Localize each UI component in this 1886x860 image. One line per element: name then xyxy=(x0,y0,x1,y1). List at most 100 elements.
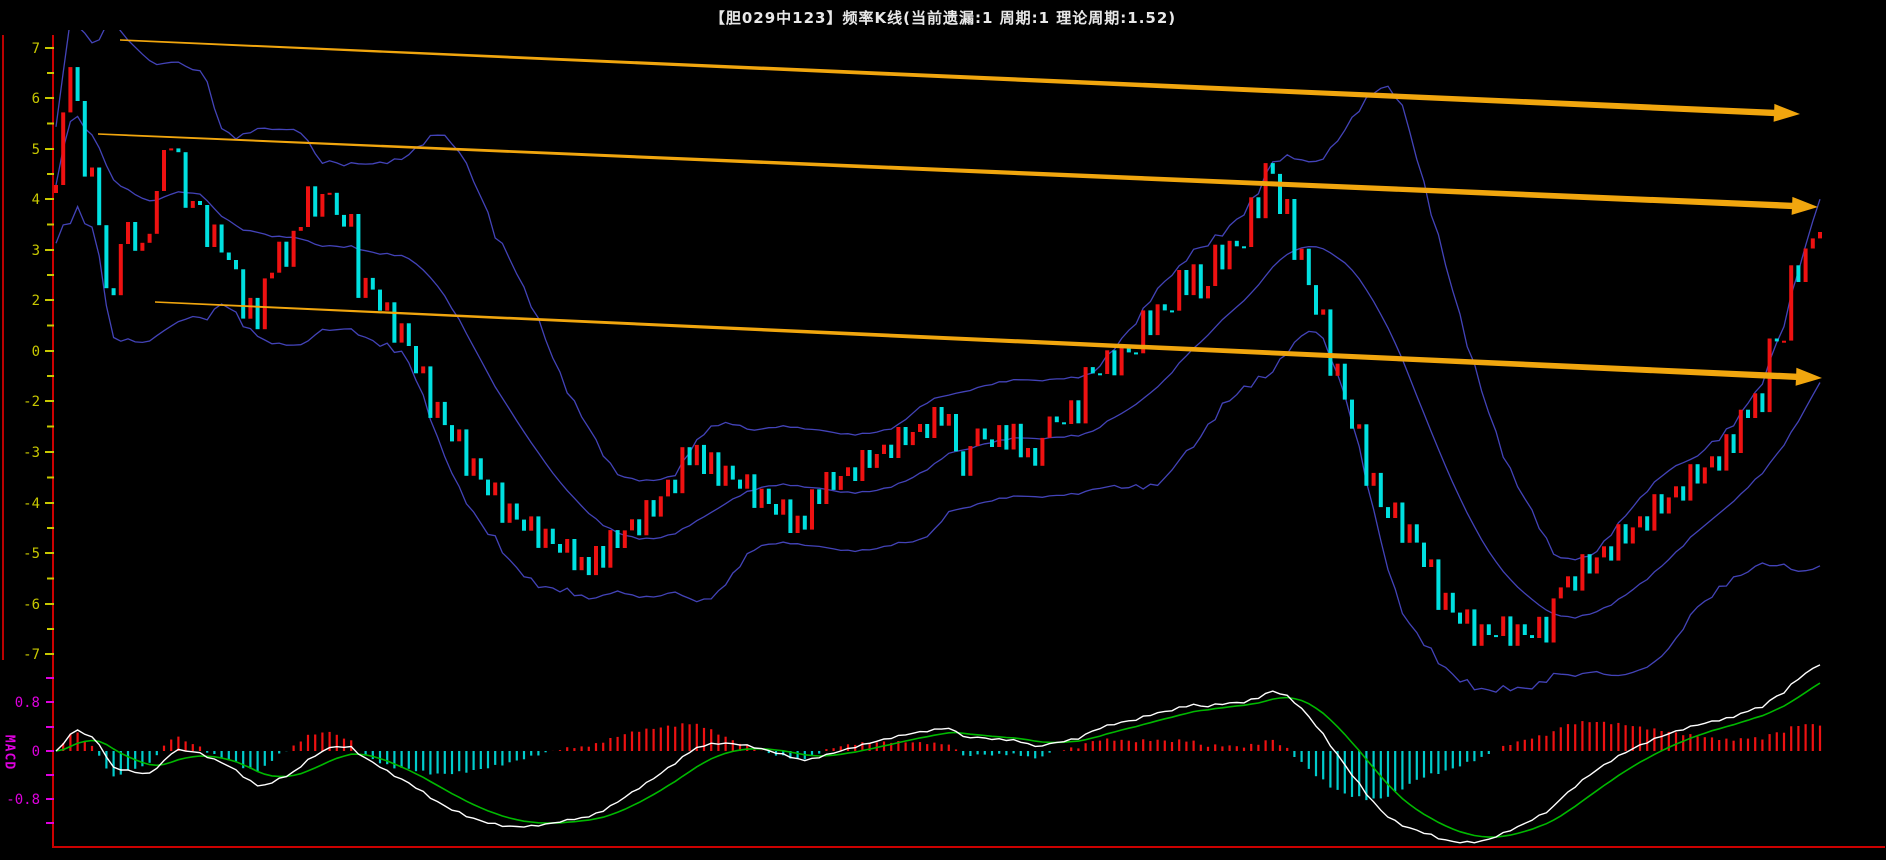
candle xyxy=(104,225,109,289)
candle xyxy=(889,444,894,458)
candle xyxy=(248,297,253,319)
candle xyxy=(543,528,548,548)
candle xyxy=(795,515,800,533)
candle xyxy=(658,496,663,517)
candle xyxy=(579,557,584,571)
candle xyxy=(97,167,102,226)
candle xyxy=(1530,635,1534,638)
candle xyxy=(1299,248,1304,260)
candle xyxy=(514,503,519,520)
candle xyxy=(342,214,346,227)
candle xyxy=(1047,416,1052,438)
candle xyxy=(1537,616,1542,638)
candle xyxy=(169,148,174,151)
y-axis-label: 7 xyxy=(32,41,40,57)
candle xyxy=(730,465,735,480)
axis-frame xyxy=(2,35,1885,848)
candle xyxy=(1364,424,1369,486)
candle xyxy=(1026,448,1030,458)
candle xyxy=(1674,486,1678,498)
candle xyxy=(219,224,224,253)
candle xyxy=(975,428,980,447)
candle xyxy=(1810,238,1815,249)
candle xyxy=(198,201,202,205)
candle xyxy=(1112,350,1117,376)
candle xyxy=(450,425,454,442)
candle xyxy=(1645,516,1650,531)
candle xyxy=(1753,393,1758,418)
candle xyxy=(1004,425,1009,450)
candle xyxy=(370,277,375,290)
candle xyxy=(824,472,829,504)
candle xyxy=(1738,409,1743,453)
y-axis-label: -5 xyxy=(23,546,40,562)
candle xyxy=(810,489,814,530)
candle xyxy=(1486,624,1491,635)
candle xyxy=(1141,310,1146,354)
candle xyxy=(1515,624,1520,646)
candle xyxy=(1350,399,1354,429)
candle xyxy=(1062,422,1066,425)
candle xyxy=(1285,199,1290,214)
trend-arrow-3 xyxy=(155,301,1822,386)
candle xyxy=(205,205,210,247)
macd-histogram xyxy=(62,721,1822,801)
candle xyxy=(802,515,807,530)
candle xyxy=(1249,197,1254,247)
candle xyxy=(1400,502,1405,543)
y-axis-label: -3 xyxy=(23,445,40,461)
candle xyxy=(759,488,764,508)
candle xyxy=(738,479,742,489)
main-axis-ticks: 7 6 5 4 3 2 0 -2 -3 -4 -5 -6 -7 xyxy=(23,41,54,663)
candle xyxy=(442,401,447,426)
left-border-line xyxy=(2,35,4,660)
candle xyxy=(1652,494,1657,531)
candle xyxy=(853,467,858,481)
candle xyxy=(298,227,303,231)
candle xyxy=(1774,338,1779,342)
candle xyxy=(421,366,426,374)
macd-dea-line xyxy=(55,682,1821,838)
candle xyxy=(500,482,505,523)
candle xyxy=(241,269,246,319)
candle xyxy=(327,192,332,195)
candle xyxy=(154,191,159,234)
candle xyxy=(1789,265,1794,341)
candle xyxy=(334,192,339,215)
candle xyxy=(320,194,325,217)
candle xyxy=(910,432,915,446)
candle xyxy=(831,472,836,490)
candle xyxy=(558,544,562,553)
candle xyxy=(918,424,922,432)
candle xyxy=(586,557,591,576)
x-axis-line xyxy=(52,846,1885,848)
candle xyxy=(306,186,310,227)
candle xyxy=(140,242,145,251)
candle xyxy=(990,439,994,447)
candle xyxy=(1155,304,1160,336)
candle xyxy=(529,516,534,531)
candle xyxy=(615,530,620,548)
candle xyxy=(68,67,73,113)
candle xyxy=(817,489,822,504)
trend-arrow-2 xyxy=(98,133,1818,215)
candle xyxy=(75,67,80,101)
candle xyxy=(1501,616,1506,636)
candle xyxy=(594,546,598,576)
candle xyxy=(1594,557,1599,574)
candle xyxy=(1357,424,1362,429)
candle xyxy=(176,148,181,153)
candle xyxy=(1256,197,1261,219)
candle xyxy=(694,444,699,466)
candle xyxy=(1407,524,1412,543)
candle xyxy=(1616,524,1621,561)
macd-panel-label: MACD xyxy=(1,734,17,771)
y-axis-label: -2 xyxy=(23,394,40,410)
candle xyxy=(752,474,757,508)
y-axis-label: -6 xyxy=(23,597,40,613)
candle xyxy=(781,499,786,515)
candle xyxy=(1242,246,1246,249)
candle xyxy=(860,450,865,481)
candle xyxy=(1378,472,1383,508)
